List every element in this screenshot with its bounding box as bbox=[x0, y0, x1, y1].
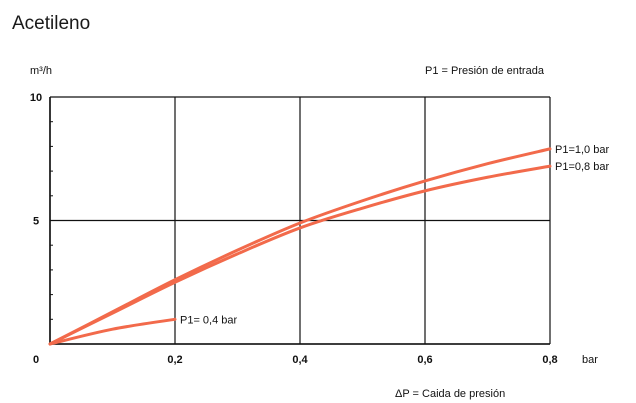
series-label-1: P1=1,0 bar bbox=[555, 144, 609, 156]
series-line-2 bbox=[48, 164, 552, 346]
y-tick-label: 10 bbox=[30, 92, 42, 104]
series-line-3 bbox=[48, 317, 177, 346]
legend-note: P1 = Presión de entrada bbox=[425, 65, 545, 77]
x-tick-label: 0 bbox=[33, 354, 39, 366]
series-label-3: P1= 0,4 bar bbox=[180, 314, 238, 326]
y-axis-label: m³/h bbox=[30, 65, 52, 77]
page-title: Acetileno bbox=[12, 13, 91, 34]
series-label-2: P1=0,8 bar bbox=[555, 161, 609, 173]
chart-labels: 0 0,2 0,4 0,6 0,8 5 10 P1=1,0 bar P1=0,8 bar P1= … bbox=[30, 92, 610, 366]
x-tick-label: 0,6 bbox=[417, 354, 432, 366]
y-tick-label: 5 bbox=[33, 216, 39, 228]
x-axis-label: ΔP = Caida de presión bbox=[395, 388, 505, 400]
x-tick-label: 0,8 bbox=[542, 354, 557, 366]
x-unit-label: bar bbox=[582, 354, 598, 366]
chart-series bbox=[48, 147, 552, 346]
x-tick-label: 0,2 bbox=[167, 354, 182, 366]
x-tick-label: 0,4 bbox=[292, 354, 308, 366]
chart-grid bbox=[49, 96, 551, 345]
